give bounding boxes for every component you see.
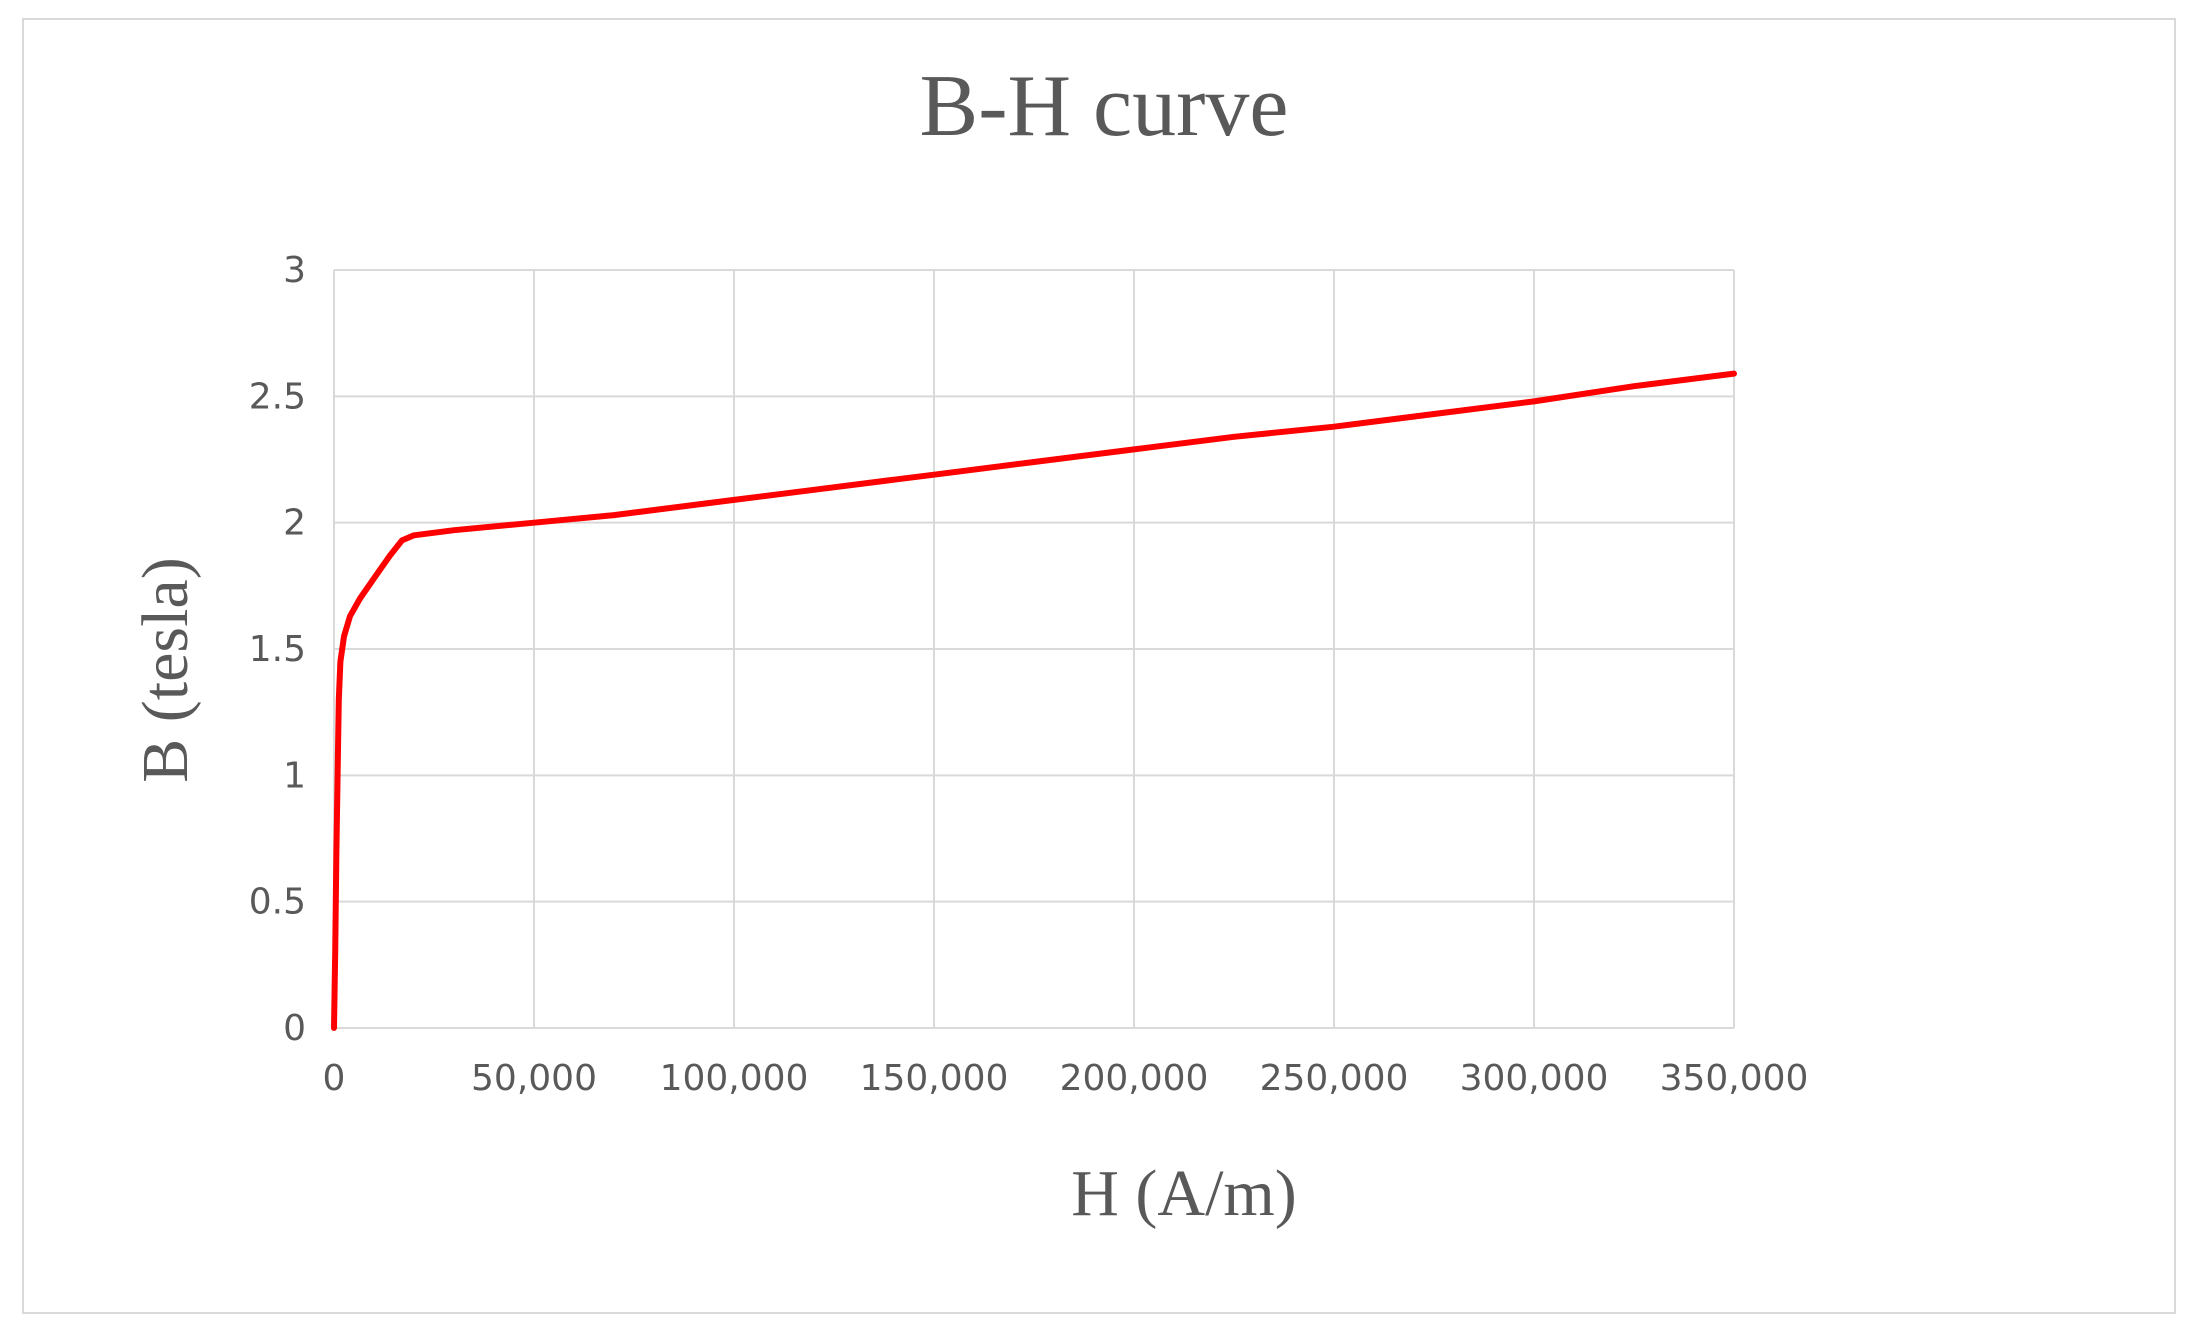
x-axis-title: H (A/m) (1071, 1157, 1296, 1230)
x-tick-label: 150,000 (860, 1058, 1009, 1099)
x-tick-label: 0 (323, 1058, 346, 1099)
chart-title: B-H curve (920, 58, 1289, 155)
x-tick-label: 200,000 (1060, 1058, 1209, 1099)
series-line-0 (331, 370, 1737, 1031)
y-tick-label: 0.5 (249, 882, 306, 923)
x-tick-label: 250,000 (1260, 1058, 1409, 1099)
y-tick-label: 1.5 (249, 629, 306, 670)
grid-lines (333, 269, 1735, 1029)
tick-labels: 0 0.5 1 1.5 2 2.5 3 0 50,000 100,000 150,000 200,00… (249, 250, 1809, 1099)
y-tick-label: 2.5 (249, 376, 306, 417)
y-tick-label: 2 (283, 503, 306, 544)
y-axis-title: B (tesla) (129, 557, 202, 782)
chart-frame: B-H curve 0 0.5 1 1.5 2 2.5 3 0 50,000 100,000 150… (22, 18, 2176, 1314)
series-layer (331, 370, 1737, 1031)
x-tick-label: 100,000 (660, 1058, 809, 1099)
x-tick-label: 350,000 (1660, 1058, 1809, 1099)
x-tick-label: 50,000 (471, 1058, 597, 1099)
y-tick-label: 3 (283, 250, 306, 291)
bh-chart: B-H curve 0 0.5 1 1.5 2 2.5 3 0 50,000 100,000 150… (129, 58, 1809, 1230)
y-tick-label: 1 (283, 755, 306, 796)
y-tick-label: 0 (283, 1008, 306, 1049)
x-tick-label: 300,000 (1460, 1058, 1609, 1099)
